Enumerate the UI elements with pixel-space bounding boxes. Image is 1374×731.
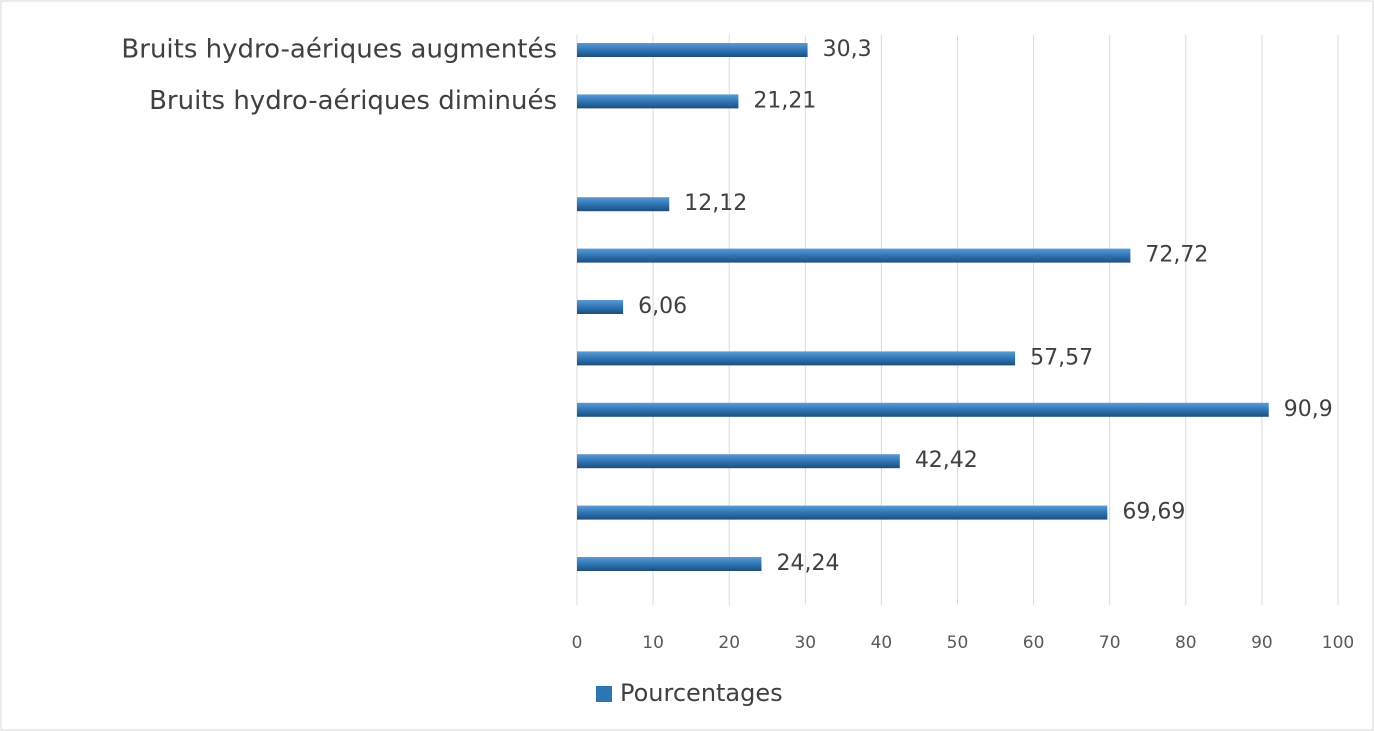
- x-tick-label: 90: [1251, 633, 1273, 653]
- x-tick-label: 0: [572, 633, 583, 653]
- bar: [577, 351, 1016, 366]
- value-label: 90,9: [1284, 397, 1333, 422]
- bar: [577, 557, 762, 571]
- value-label: 12,12: [684, 191, 747, 216]
- value-label: 42,42: [915, 448, 978, 473]
- x-tick-label: 20: [718, 633, 740, 653]
- x-tick-label: 10: [642, 633, 664, 653]
- x-tick-label: 70: [1099, 633, 1121, 653]
- x-tick-label: 50: [947, 633, 969, 653]
- bar: [577, 505, 1108, 520]
- x-tick-label: 30: [794, 633, 816, 653]
- bar: [577, 43, 808, 57]
- bar: [577, 94, 739, 109]
- bar: [577, 248, 1131, 263]
- value-label: 72,72: [1145, 243, 1208, 268]
- bar: [577, 454, 900, 469]
- x-tick-label: 80: [1175, 633, 1197, 653]
- value-label: 6,06: [638, 294, 687, 319]
- value-label: 30,3: [823, 37, 872, 62]
- value-label: 24,24: [776, 551, 839, 576]
- value-label: 57,57: [1030, 345, 1093, 370]
- value-label: 21,21: [753, 88, 816, 113]
- category-label: Bruits hydro-aériques augmentés: [121, 35, 557, 65]
- bar: [577, 402, 1269, 417]
- bar: [577, 197, 670, 212]
- x-tick-label: 40: [871, 633, 893, 653]
- legend-label: Pourcentages: [620, 679, 783, 707]
- bar: [577, 300, 624, 314]
- category-label: Bruits hydro-aériques diminués: [149, 86, 557, 116]
- x-tick-label: 100: [1322, 633, 1354, 653]
- value-label: 69,69: [1122, 500, 1185, 525]
- legend-swatch: [596, 686, 612, 702]
- x-tick-label: 60: [1023, 633, 1045, 653]
